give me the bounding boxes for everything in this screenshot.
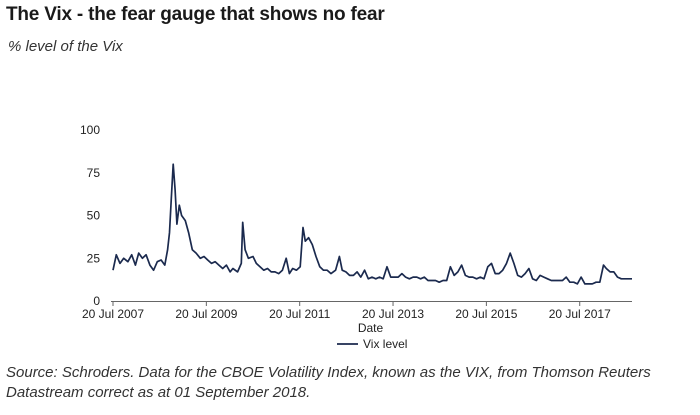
y-tick-label: 75 [87, 166, 101, 180]
y-axis-ticks: 0 25 50 75 100 [80, 123, 100, 308]
legend: Vix level [337, 337, 407, 351]
x-tick-label: 20 Jul 2009 [175, 307, 237, 321]
x-axis-label: Date [358, 321, 384, 335]
x-tick-label: 20 Jul 2007 [82, 307, 144, 321]
chart-subtitle: % level of the Vix [8, 38, 123, 55]
legend-label: Vix level [363, 337, 407, 351]
x-tick-label: 20 Jul 2017 [549, 307, 611, 321]
source-note: Source: Schroders. Data for the CBOE Vol… [6, 364, 651, 401]
x-axis-ticks: 20 Jul 2007 20 Jul 2009 20 Jul 2011 20 Jul … [82, 301, 611, 321]
series-line-vix [112, 163, 632, 285]
x-tick-label: 20 Jul 2013 [362, 307, 424, 321]
y-tick-label: 100 [80, 123, 100, 137]
x-tick-label: 20 Jul 2015 [455, 307, 517, 321]
y-tick-label: 0 [93, 294, 100, 308]
y-tick-label: 25 [87, 251, 101, 265]
chart-title: The Vix - the fear gauge that shows no f… [6, 4, 385, 25]
y-tick-label: 50 [87, 209, 101, 223]
x-tick-label: 20 Jul 2011 [269, 307, 330, 321]
